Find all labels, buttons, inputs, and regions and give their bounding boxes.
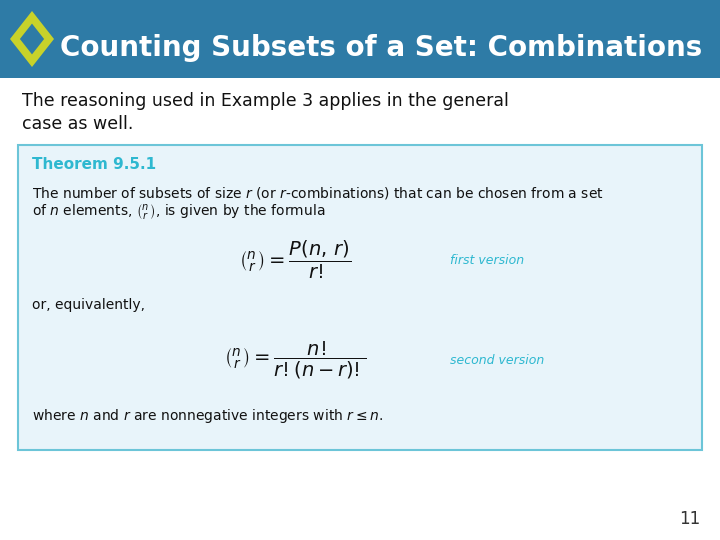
Text: first version: first version — [450, 253, 524, 267]
Polygon shape — [10, 11, 54, 67]
Text: Counting Subsets of a Set: Combinations: Counting Subsets of a Set: Combinations — [60, 34, 702, 62]
Text: 11: 11 — [679, 510, 700, 528]
Text: case as well.: case as well. — [22, 115, 133, 133]
Bar — [0, 0, 720, 78]
Text: The reasoning used in Example 3 applies in the general: The reasoning used in Example 3 applies … — [22, 92, 509, 110]
Text: or, equivalently,: or, equivalently, — [32, 298, 145, 312]
Polygon shape — [20, 24, 44, 55]
Text: of $n$ elements, $\binom{n}{r}$, is given by the formula: of $n$ elements, $\binom{n}{r}$, is give… — [32, 203, 325, 223]
Text: Theorem 9.5.1: Theorem 9.5.1 — [32, 157, 156, 172]
Text: The number of subsets of size $r$ (or $r$-combinations) that can be chosen from : The number of subsets of size $r$ (or $r… — [32, 185, 604, 201]
Bar — [18, 145, 702, 450]
Text: $\binom{n}{r} = \dfrac{n!}{r!(n-r)!}$: $\binom{n}{r} = \dfrac{n!}{r!(n-r)!}$ — [224, 340, 366, 381]
Text: $\binom{n}{r} = \dfrac{P(n,\,r)}{r!}$: $\binom{n}{r} = \dfrac{P(n,\,r)}{r!}$ — [239, 239, 351, 281]
Text: where $n$ and $r$ are nonnegative integers with $r \leq n$.: where $n$ and $r$ are nonnegative intege… — [32, 407, 383, 425]
Text: second version: second version — [450, 354, 544, 367]
